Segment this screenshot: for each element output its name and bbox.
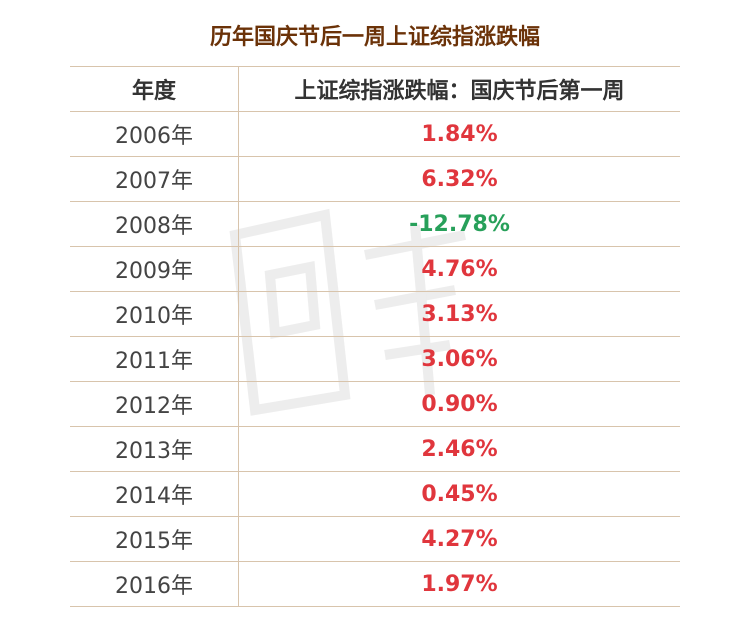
chart-title: 历年国庆节后一周上证综指涨跌幅 [209, 25, 540, 50]
year-cell: 2006年 [70, 112, 239, 156]
value-cell: 6.32% [421, 166, 498, 192]
table-row: 2009年 4.76% [70, 247, 680, 292]
table-row: 2016年 1.97% [70, 562, 680, 607]
year-cell: 2015年 [70, 517, 239, 561]
table-row: 2011年 3.06% [70, 337, 680, 382]
table-row: 2012年 0.90% [70, 382, 680, 427]
year-cell: 2009年 [70, 247, 239, 291]
table-header-row: 年度 上证综指涨跌幅：国庆节后第一周 [70, 67, 680, 112]
value-cell: 2.46% [421, 436, 498, 462]
table-row: 2008年 -12.78% [70, 202, 680, 247]
value-cell: 4.76% [421, 256, 498, 282]
table-row: 2010年 3.13% [70, 292, 680, 337]
year-cell: 2011年 [70, 337, 239, 381]
header-value: 上证综指涨跌幅：国庆节后第一周 [294, 79, 625, 104]
data-table: 年度 上证综指涨跌幅：国庆节后第一周 2006年 1.84% 2007年 6.32% 2… [70, 66, 680, 607]
value-cell: 3.13% [421, 301, 498, 327]
year-cell: 2010年 [70, 292, 239, 336]
header-year: 年度 [70, 67, 239, 111]
year-cell: 2014年 [70, 472, 239, 516]
value-cell: 0.90% [421, 391, 498, 417]
year-cell: 2016年 [70, 562, 239, 606]
table-row: 2013年 2.46% [70, 427, 680, 472]
table-row: 2007年 6.32% [70, 157, 680, 202]
value-cell: 1.97% [421, 571, 498, 597]
value-cell: -12.78% [409, 211, 510, 237]
value-cell: 3.06% [421, 346, 498, 372]
table-row: 2006年 1.84% [70, 112, 680, 157]
value-cell: 0.45% [421, 481, 498, 507]
year-cell: 2013年 [70, 427, 239, 471]
table-row: 2014年 0.45% [70, 472, 680, 517]
year-cell: 2012年 [70, 382, 239, 426]
table-row: 2015年 4.27% [70, 517, 680, 562]
value-cell: 4.27% [421, 526, 498, 552]
year-cell: 2008年 [70, 202, 239, 246]
year-cell: 2007年 [70, 157, 239, 201]
value-cell: 1.84% [421, 121, 498, 147]
